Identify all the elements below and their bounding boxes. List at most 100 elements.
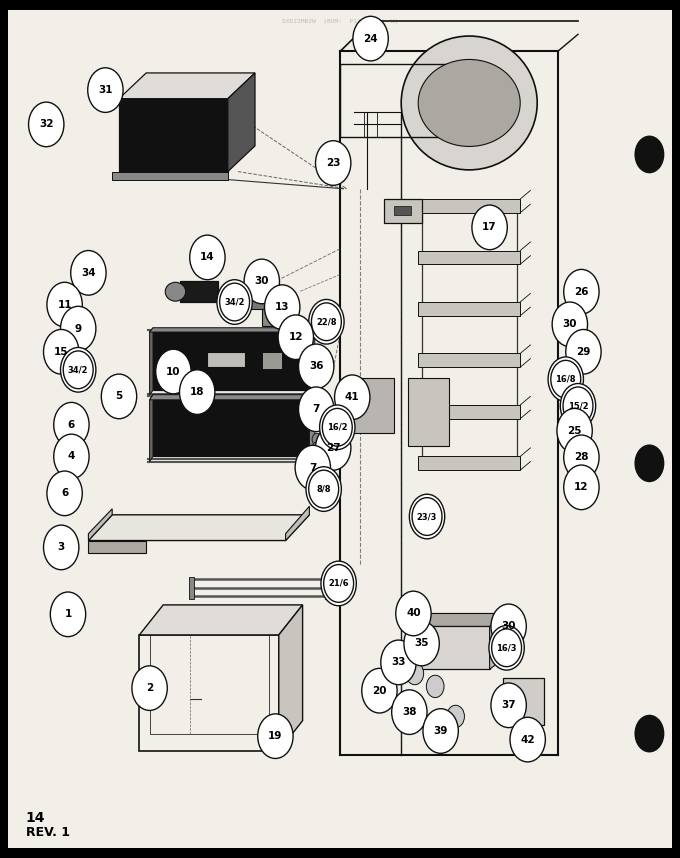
Circle shape bbox=[71, 251, 106, 295]
Text: 26: 26 bbox=[574, 287, 589, 297]
Circle shape bbox=[244, 259, 279, 304]
Text: 11: 11 bbox=[57, 299, 72, 310]
Circle shape bbox=[320, 405, 355, 450]
Circle shape bbox=[265, 285, 300, 329]
Text: 15: 15 bbox=[54, 347, 69, 357]
Circle shape bbox=[392, 690, 427, 734]
Text: 16/8: 16/8 bbox=[556, 375, 576, 384]
Text: 14: 14 bbox=[26, 812, 46, 825]
Circle shape bbox=[156, 349, 191, 394]
Text: 13: 13 bbox=[275, 302, 290, 312]
Text: 10: 10 bbox=[166, 366, 181, 377]
Polygon shape bbox=[418, 456, 520, 470]
Polygon shape bbox=[88, 515, 309, 541]
Polygon shape bbox=[262, 352, 282, 369]
Text: 3: 3 bbox=[58, 542, 65, 553]
Text: 34: 34 bbox=[81, 268, 96, 278]
Text: 30: 30 bbox=[254, 276, 269, 287]
Circle shape bbox=[551, 360, 581, 398]
Text: 42: 42 bbox=[520, 734, 535, 745]
Polygon shape bbox=[262, 309, 296, 326]
FancyBboxPatch shape bbox=[8, 10, 672, 848]
Text: SXD22MB2W  (BOM:  P1155003W  W): SXD22MB2W (BOM: P1155003W W) bbox=[282, 19, 398, 24]
Circle shape bbox=[101, 374, 137, 419]
Polygon shape bbox=[418, 302, 520, 316]
Text: 12: 12 bbox=[574, 482, 589, 492]
Circle shape bbox=[312, 442, 322, 454]
Circle shape bbox=[335, 375, 370, 420]
Circle shape bbox=[563, 387, 593, 425]
Polygon shape bbox=[408, 378, 449, 446]
Ellipse shape bbox=[418, 59, 520, 147]
Circle shape bbox=[44, 329, 79, 374]
Text: 35: 35 bbox=[414, 638, 429, 649]
Text: 29: 29 bbox=[576, 347, 591, 357]
Circle shape bbox=[634, 136, 664, 173]
Circle shape bbox=[54, 402, 89, 447]
Circle shape bbox=[324, 565, 354, 602]
Text: 22/8: 22/8 bbox=[316, 317, 337, 326]
Text: 6: 6 bbox=[61, 488, 68, 498]
Circle shape bbox=[299, 344, 334, 389]
Text: 16/2: 16/2 bbox=[327, 423, 347, 432]
Circle shape bbox=[180, 370, 215, 414]
Circle shape bbox=[552, 302, 588, 347]
Text: 32: 32 bbox=[39, 119, 54, 130]
Text: 23: 23 bbox=[326, 158, 341, 168]
Circle shape bbox=[381, 640, 416, 685]
Polygon shape bbox=[112, 172, 228, 180]
Circle shape bbox=[491, 604, 526, 649]
Polygon shape bbox=[418, 353, 520, 367]
Polygon shape bbox=[418, 251, 520, 264]
Text: 30: 30 bbox=[562, 319, 577, 329]
Polygon shape bbox=[224, 293, 292, 309]
Circle shape bbox=[190, 235, 225, 280]
Text: 16/3: 16/3 bbox=[496, 644, 517, 652]
Circle shape bbox=[44, 525, 79, 570]
Polygon shape bbox=[119, 73, 255, 99]
Polygon shape bbox=[150, 328, 309, 332]
Polygon shape bbox=[88, 541, 146, 553]
Polygon shape bbox=[309, 328, 315, 395]
Ellipse shape bbox=[401, 36, 537, 170]
Circle shape bbox=[312, 393, 322, 405]
Text: 34/2: 34/2 bbox=[224, 298, 245, 306]
Text: 9: 9 bbox=[75, 323, 82, 334]
Polygon shape bbox=[309, 395, 315, 462]
Polygon shape bbox=[180, 281, 218, 302]
Polygon shape bbox=[207, 352, 245, 367]
Circle shape bbox=[299, 387, 334, 432]
Polygon shape bbox=[384, 199, 422, 223]
Circle shape bbox=[50, 592, 86, 637]
Circle shape bbox=[472, 205, 507, 250]
Circle shape bbox=[510, 717, 545, 762]
Text: 1: 1 bbox=[65, 609, 71, 619]
Circle shape bbox=[316, 426, 351, 470]
Polygon shape bbox=[490, 613, 507, 669]
Circle shape bbox=[492, 629, 522, 667]
Circle shape bbox=[63, 351, 93, 389]
Circle shape bbox=[258, 714, 293, 758]
Circle shape bbox=[491, 683, 526, 728]
Circle shape bbox=[564, 269, 599, 314]
Circle shape bbox=[409, 494, 445, 539]
Circle shape bbox=[88, 68, 123, 112]
Bar bbox=[325, 577, 330, 599]
Polygon shape bbox=[408, 613, 507, 626]
Polygon shape bbox=[88, 509, 112, 541]
Text: 30: 30 bbox=[501, 621, 516, 631]
Circle shape bbox=[634, 715, 664, 752]
Circle shape bbox=[61, 347, 96, 392]
Text: REV. 1: REV. 1 bbox=[26, 826, 70, 839]
Text: 40: 40 bbox=[406, 608, 421, 619]
Text: 17: 17 bbox=[482, 222, 497, 233]
Text: 14: 14 bbox=[200, 252, 215, 263]
Circle shape bbox=[29, 102, 64, 147]
Circle shape bbox=[447, 705, 464, 728]
Text: 27: 27 bbox=[326, 443, 341, 453]
Circle shape bbox=[548, 357, 583, 402]
Circle shape bbox=[362, 668, 397, 713]
Polygon shape bbox=[153, 395, 309, 456]
Text: 6: 6 bbox=[68, 420, 75, 430]
Polygon shape bbox=[150, 395, 309, 400]
